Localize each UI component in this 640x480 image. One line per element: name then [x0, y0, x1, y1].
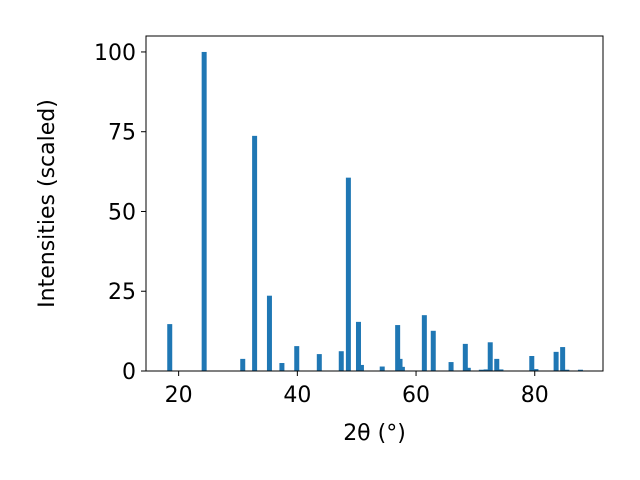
bar-7: [316, 354, 322, 371]
bar-18: [448, 362, 454, 371]
y-tick-label-4: 100: [94, 41, 136, 66]
x-tick-label-3: 80: [521, 383, 549, 408]
bar-20: [465, 367, 471, 371]
bar-2: [240, 358, 246, 371]
bar-22: [483, 369, 489, 371]
bar-15: [399, 366, 405, 371]
bar-4: [266, 295, 272, 371]
bar-30: [564, 369, 570, 371]
bar-25: [498, 369, 504, 371]
bar-12: [379, 366, 385, 371]
bar-29: [560, 347, 566, 371]
bar-27: [533, 369, 539, 371]
bar-3: [252, 135, 258, 371]
bar-8: [338, 351, 344, 371]
bar-1: [201, 51, 207, 371]
bar-26: [529, 356, 535, 371]
bar-23: [487, 342, 493, 371]
x-tick-label-1: 40: [283, 383, 311, 408]
bar-21: [478, 369, 484, 371]
bar-6: [294, 346, 300, 371]
x-tick-label-0: 20: [165, 383, 193, 408]
x-axis-label: 2θ (°): [343, 421, 406, 446]
plot-frame: [145, 35, 604, 372]
bar-0: [167, 324, 173, 371]
bar-24: [494, 358, 500, 371]
bar-13: [395, 325, 401, 371]
y-tick-label-2: 50: [108, 200, 136, 225]
bar-14: [397, 358, 403, 371]
bar-9: [345, 177, 351, 371]
y-tick-label-0: 0: [122, 360, 136, 385]
bar-group: [167, 51, 583, 371]
bar-5: [279, 363, 285, 371]
y-tick-label-3: 75: [108, 121, 136, 146]
x-axis-ticks: 20 40 60 80: [165, 371, 549, 408]
bar-10: [355, 321, 361, 371]
x-tick-label-2: 60: [402, 383, 430, 408]
y-axis-ticks: 0 25 50 75 100: [94, 41, 146, 385]
y-tick-label-1: 25: [108, 280, 136, 305]
bar-16: [421, 315, 427, 371]
bar-17: [430, 330, 436, 371]
bar-11: [358, 364, 364, 371]
y-axis-label: Intensities (scaled): [35, 99, 60, 308]
bar-19: [462, 343, 468, 371]
bar-28: [553, 351, 559, 371]
bar-31: [577, 369, 583, 371]
